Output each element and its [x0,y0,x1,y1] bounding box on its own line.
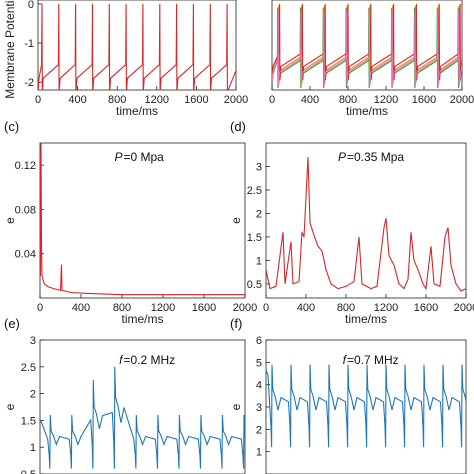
x-tick-label: 800 [337,302,355,314]
panel-e: 0.5 1 1.5 2 2.5 3 e (e) f=0.2 MHz [3,316,246,474]
x-tick-label: 1200 [145,94,169,106]
x-axis-label: time/ms [116,104,158,118]
panel-b: 0 400 800 1200 1600 2000 time/ms [269,0,474,118]
x-tick-label: 2000 [233,302,257,314]
panel-f: 1 2 3 4 5 6 e (f) f =0.7 MHz [229,316,467,474]
series-line [272,3,462,81]
x-tick-label: 2000 [450,94,474,106]
y-tick-label: 2 [256,208,262,220]
x-tick-label: 400 [72,302,90,314]
series-line [272,11,462,87]
x-tick-label: 800 [108,94,126,106]
series-line [266,157,466,292]
series-line [40,143,245,296]
series-line [38,3,236,90]
y-tick-label: 1 [256,255,262,267]
panel-a: 0 400 800 1200 1600 2000 -2 -1 0 time/ms Membrane … [3,0,248,118]
annotation-text: =0.2 MHz [124,353,176,367]
y-tick-label: -2 [24,77,34,89]
y-axis-label: Membrane Potential [3,0,17,99]
x-tick-label: 0 [269,94,275,106]
y-axis-label: e [229,217,243,224]
panel-c: 0 400 800 1200 1600 2000 0.04 0.08 0.12 time/ms e (… [3,119,257,326]
x-tick-label: 1600 [184,94,208,106]
y-tick-label: 1 [256,447,262,459]
x-tick-label: 800 [113,302,131,314]
x-tick-label: 0 [263,302,269,314]
y-tick-label: 0 [28,0,34,11]
x-tick-label: 1200 [151,302,175,314]
annotation-text: =0.35 Mpa [347,150,404,164]
y-tick-label: 3 [30,335,36,347]
axes-frame [39,142,246,299]
y-tick-label: 0.04 [15,249,36,261]
axes-frame [265,142,467,299]
y-tick-label: 6 [256,335,262,347]
x-tick-label: 1600 [192,302,216,314]
x-tick-label: 400 [301,94,319,106]
series-line [266,364,466,448]
annotation-text: =0 Mpa [124,150,165,164]
x-tick-label: 0 [37,302,43,314]
y-tick-label: 1.5 [21,415,36,427]
y-tick-label: 3 [256,161,262,173]
annotation-variable: f [343,353,348,367]
series-line [40,366,245,469]
y-tick-label: 1.5 [247,232,262,244]
x-tick-label: 2000 [224,94,248,106]
annotation-variable: P [338,150,346,164]
y-tick-label: 0.12 [15,160,36,172]
x-tick-label: 800 [339,94,357,106]
y-axis-label: e [3,217,17,224]
axes-frame [271,0,463,91]
y-axis-label: e [3,403,17,410]
y-tick-label: 0.5 [21,469,36,474]
x-tick-label: 1600 [412,94,436,106]
y-axis-label: e [229,403,243,410]
y-tick-label: 0.08 [15,204,36,216]
y-tick-label: 2 [30,389,36,401]
annotation-variable: f [119,353,124,367]
x-tick-label: 1600 [414,302,438,314]
x-tick-label: 400 [68,94,86,106]
axes-frame [39,339,246,474]
y-tick-label: 5 [256,357,262,369]
x-tick-label: 2000 [454,302,474,314]
x-axis-label: time/ms [346,104,388,118]
axes-frame [37,0,237,91]
y-tick-label: 2.5 [247,185,262,197]
x-axis-label: time/ms [345,312,387,326]
y-tick-label: 4 [256,380,262,392]
x-tick-label: 1200 [374,94,398,106]
panel-label: (c) [4,119,19,134]
x-tick-label: 1200 [374,302,398,314]
panel-label: (e) [4,316,20,331]
y-tick-label: 1 [30,442,36,454]
y-tick-label: 2.5 [21,362,36,374]
x-tick-label: 0 [35,94,41,106]
annotation-text: =0.7 MHz [347,353,399,367]
y-tick-label: 3 [256,402,262,414]
annotation-variable: P [114,150,122,164]
panel-label: (d) [230,119,246,134]
y-tick-label: 0.5 [247,279,262,291]
x-tick-label: 400 [297,302,315,314]
x-axis-label: time/ms [122,312,164,326]
panel-d: 0 400 800 1200 1600 2000 0.5 1 1.5 2 2.5 3 time/ms e (… [229,119,474,326]
y-tick-label: 2 [256,424,262,436]
y-tick-label: -1 [24,38,34,50]
panel-label: (f) [230,316,242,331]
